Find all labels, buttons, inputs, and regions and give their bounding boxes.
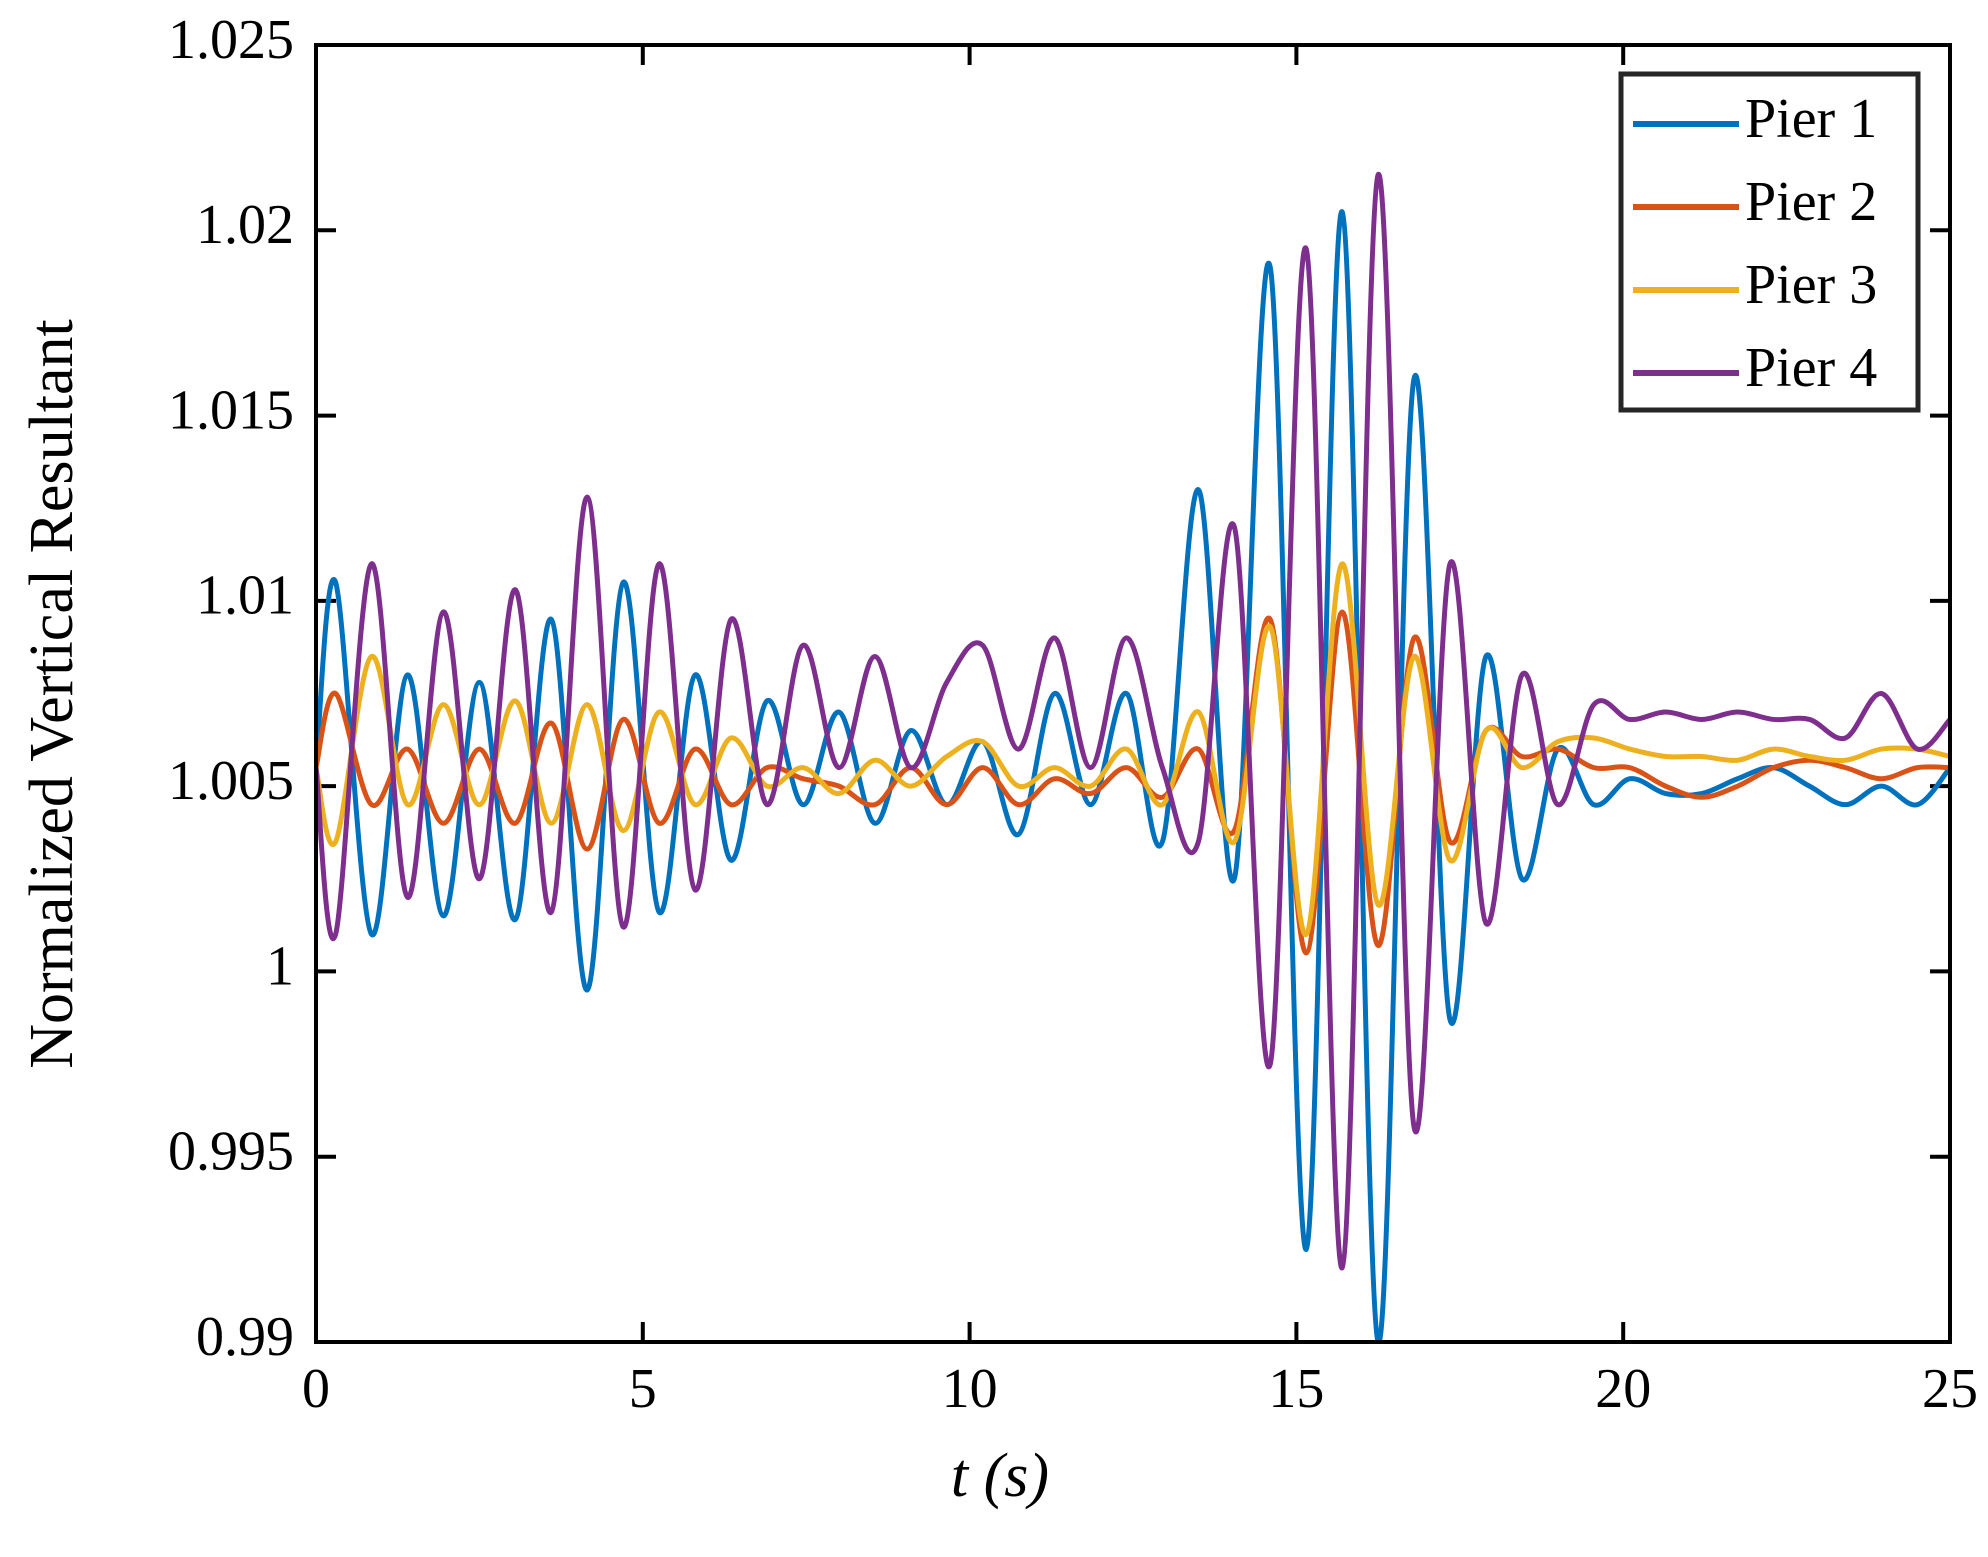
y-axis-label: Normalized Vertical Resultant (18, 319, 86, 1069)
y-tick-label: 0.995 (168, 1121, 294, 1183)
data-line (316, 172, 1950, 1271)
y-tick-label: 1.01 (196, 565, 294, 627)
y-tick-label: 1.02 (196, 194, 294, 256)
y-tick-label: 1.025 (168, 9, 294, 71)
legend-box (1618, 71, 1921, 413)
y-tick-label: 0.99 (196, 1306, 294, 1368)
plot-frame (314, 43, 1952, 1344)
y-tick-label: 1.005 (168, 750, 294, 812)
legend-label: Pier 3 (1745, 254, 1877, 316)
x-tick-label: 25 (1922, 1358, 1978, 1420)
x-tick-label: 20 (1595, 1358, 1651, 1420)
data-line (316, 561, 1950, 937)
y-tick-label: 1 (266, 935, 294, 997)
legend-label: Pier 1 (1745, 88, 1877, 150)
x-tick-label: 5 (629, 1358, 657, 1420)
legend-label: Pier 2 (1745, 171, 1877, 233)
x-axis-label: t (s) (951, 1442, 1049, 1510)
legend-label: Pier 4 (1745, 337, 1877, 399)
x-tick-label: 0 (302, 1358, 330, 1420)
x-tick-label: 10 (942, 1358, 998, 1420)
x-tick-label: 15 (1268, 1358, 1324, 1420)
y-tick-label: 1.015 (168, 379, 294, 441)
